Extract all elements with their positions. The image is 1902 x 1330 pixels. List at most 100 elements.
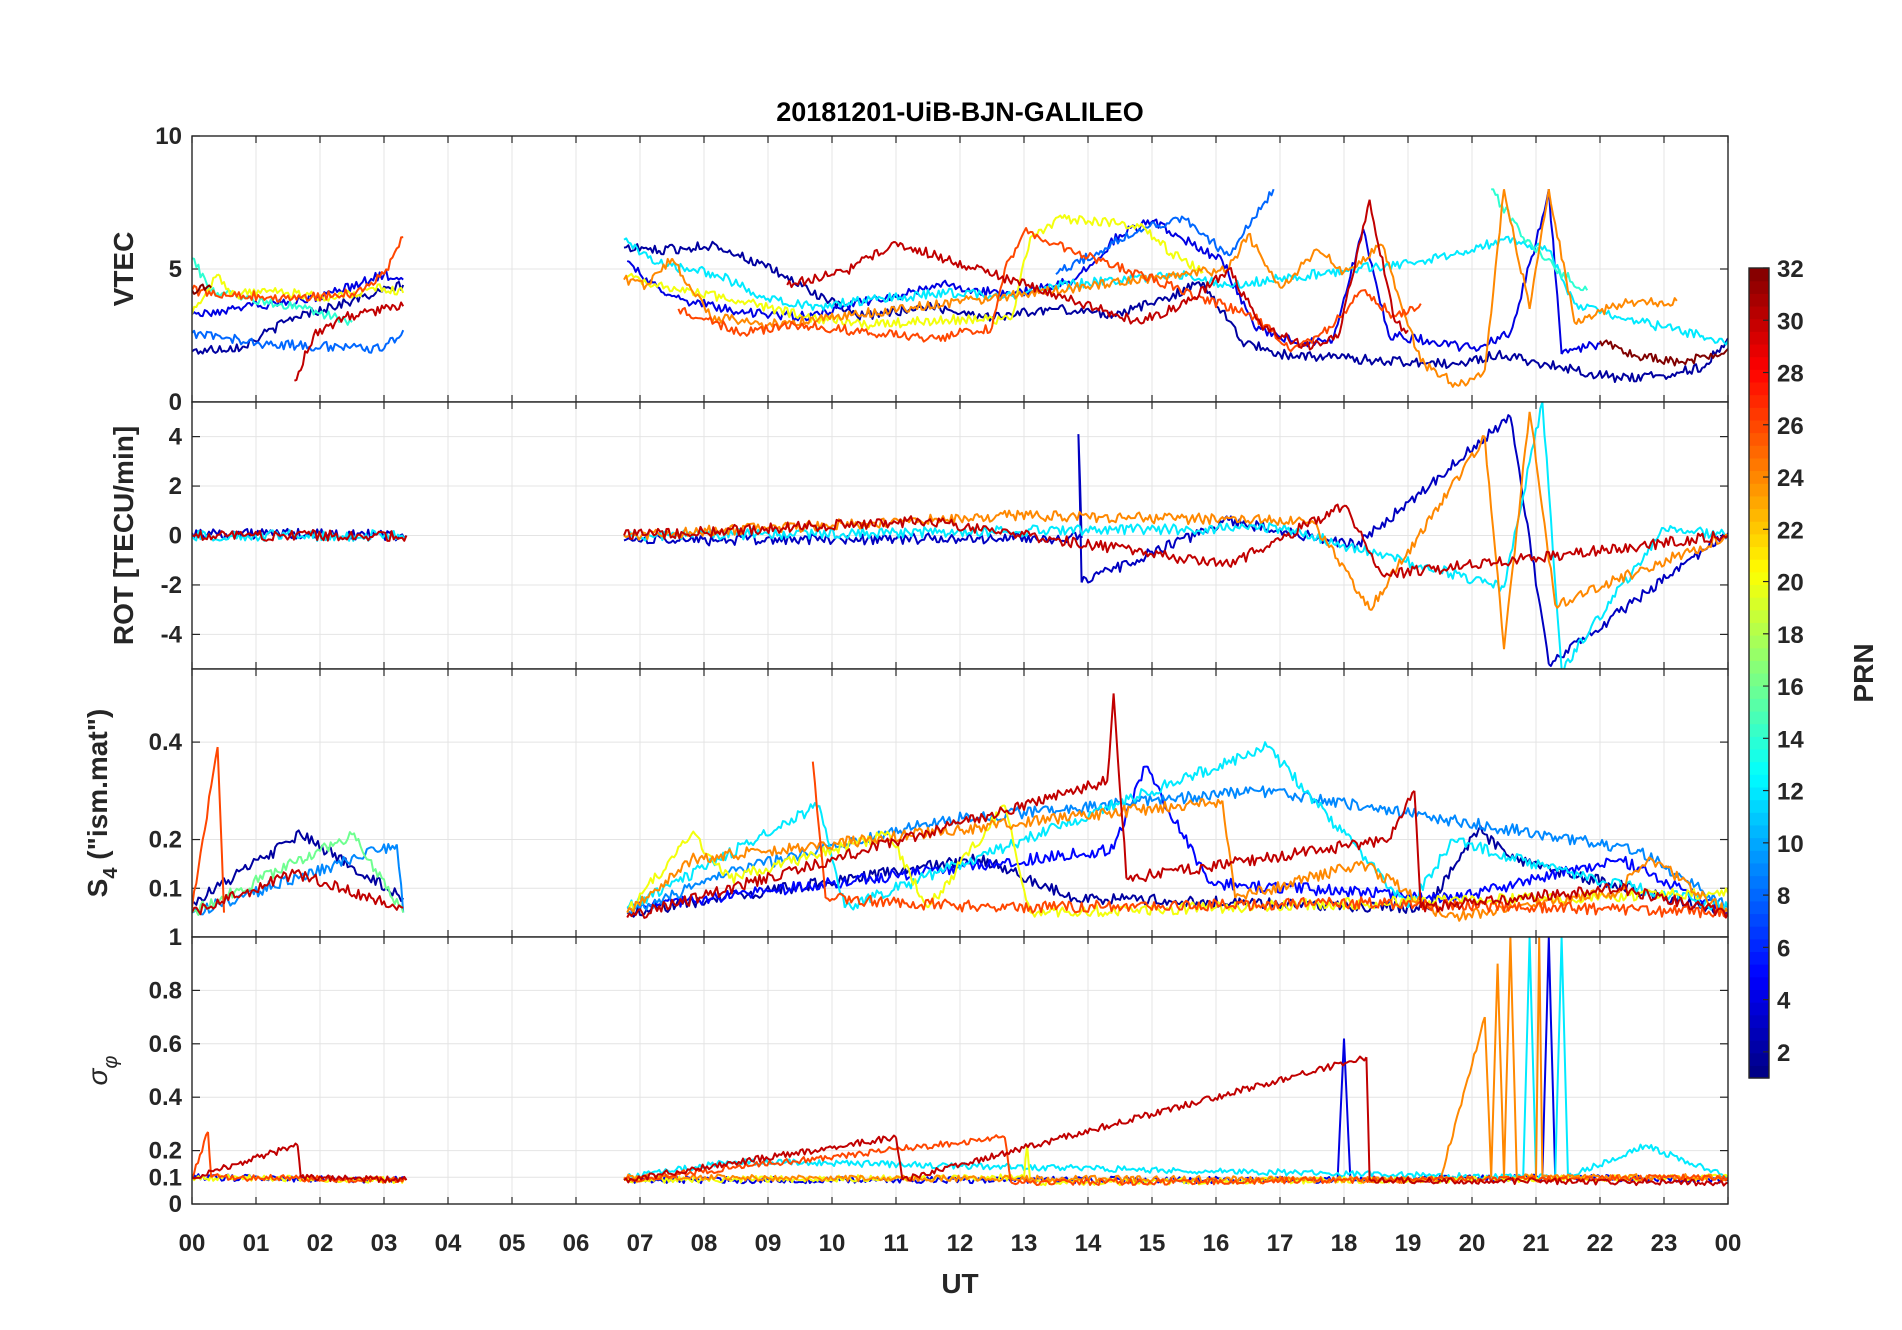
- series-prn-12: [192, 402, 1728, 669]
- panel-rot: -4 -2 0 2 4 ROT [TECU/min]: [108, 401, 1729, 670]
- y-tick-label: 4: [169, 424, 183, 451]
- colorbar-cell: [1749, 698, 1769, 712]
- x-tick-label: 20: [1459, 1230, 1486, 1257]
- x-tick-label: 01: [243, 1230, 270, 1257]
- colorbar-cell: [1749, 318, 1769, 332]
- colorbar-cell: [1749, 369, 1769, 383]
- colorbar-tick-label: 2: [1777, 1040, 1790, 1067]
- colorbar-cell: [1749, 305, 1769, 320]
- colorbar-cell: [1749, 913, 1769, 927]
- colorbar-tick-label: 22: [1777, 517, 1804, 544]
- colorbar-tick-label: 10: [1777, 831, 1804, 858]
- colorbar-cell: [1749, 647, 1769, 661]
- colorbar-cell: [1749, 964, 1769, 978]
- x-tick-label: 17: [1267, 1230, 1294, 1257]
- series-prn-24: [623, 937, 1728, 1184]
- x-tick-label: 05: [499, 1230, 526, 1257]
- series-prn-26: [192, 227, 1422, 353]
- colorbar-cell: [1749, 1027, 1769, 1041]
- colorbar-tick-label: 18: [1777, 622, 1804, 649]
- colorbar-cell: [1749, 635, 1769, 649]
- x-tick-label: 03: [371, 1230, 398, 1257]
- x-tick-label: 23: [1651, 1230, 1678, 1257]
- chart-title: 20181201-UiB-BJN-GALILEO: [776, 97, 1144, 127]
- x-tick-label: 00: [179, 1230, 206, 1257]
- x-tick-label: 08: [691, 1230, 718, 1257]
- colorbar-cell: [1749, 483, 1769, 497]
- y-tick-label: 0.8: [149, 977, 182, 1004]
- y-axis-label: VTEC: [108, 232, 139, 307]
- y-tick-label: 5: [169, 256, 182, 283]
- colorbar-cell: [1749, 761, 1769, 775]
- x-tick-label: 10: [819, 1230, 846, 1257]
- colorbar-cell: [1749, 710, 1769, 725]
- x-tick-label: 09: [755, 1230, 782, 1257]
- y-tick-label: 0.2: [149, 1138, 182, 1165]
- colorbar-cell: [1749, 293, 1769, 307]
- colorbar-cell: [1749, 597, 1769, 611]
- colorbar-cell: [1749, 1040, 1769, 1054]
- series-prn-26: [192, 1131, 1728, 1186]
- colorbar-cell: [1749, 786, 1769, 801]
- series-prn-30: [294, 199, 1409, 382]
- colorbar-tick-label: 24: [1777, 465, 1804, 492]
- series-prn-24: [626, 797, 1728, 922]
- series-prn-24: [623, 411, 1728, 650]
- colorbar-cell: [1749, 343, 1769, 358]
- colorbar-cell: [1749, 799, 1769, 813]
- colorbar-cell: [1749, 900, 1769, 915]
- colorbar-cell: [1749, 457, 1769, 472]
- colorbar-cell: [1749, 356, 1769, 370]
- y-tick-label: 0.4: [149, 1084, 183, 1111]
- colorbar-cell: [1749, 824, 1769, 839]
- colorbar-cell: [1749, 571, 1769, 586]
- colorbar-cell: [1749, 432, 1769, 446]
- colorbar-tick-label: 16: [1777, 674, 1804, 701]
- y-tick-label: 0: [169, 1191, 182, 1218]
- x-axis-label: UT: [941, 1268, 978, 1299]
- colorbar-cell: [1749, 394, 1769, 408]
- y-tick-label: 10: [155, 123, 182, 150]
- x-tick-label: 12: [947, 1230, 974, 1257]
- colorbar-cell: [1749, 407, 1769, 421]
- colorbar-cell: [1749, 723, 1769, 737]
- series-prn-20: [192, 214, 1204, 330]
- series-prn-32: [192, 283, 1728, 367]
- x-tick-label: 19: [1395, 1230, 1422, 1257]
- colorbar-frame: [1748, 267, 1770, 1079]
- series-layer: [192, 402, 1728, 669]
- colorbar-cell: [1749, 622, 1769, 636]
- x-axis: UT 00 01 02 03 04 05 06 07 08 09 10 11 12 13 14 15 16 17 1…: [179, 1230, 1742, 1299]
- colorbar-tick-label: 14: [1777, 726, 1804, 753]
- colorbar-cell: [1749, 837, 1769, 851]
- x-tick-label: 02: [307, 1230, 334, 1257]
- colorbar-cell: [1749, 736, 1769, 750]
- colorbar-cell: [1749, 609, 1769, 623]
- panel-frame: [191, 936, 1729, 1205]
- colorbar-tick-label: 32: [1777, 256, 1804, 283]
- y-axis-label: ROT [TECU/min]: [108, 426, 139, 645]
- x-tick-label: 21: [1523, 1230, 1550, 1257]
- colorbar-cell: [1749, 850, 1769, 864]
- colorbar-cell: [1749, 381, 1769, 396]
- panel-s4: 0.1 0.2 0.4 S4 ("ism.mat"): [82, 668, 1729, 938]
- colorbar-cell: [1749, 419, 1769, 434]
- x-tick-label: 06: [563, 1230, 590, 1257]
- colorbar-cell: [1749, 559, 1769, 573]
- x-tick-label: 13: [1011, 1230, 1038, 1257]
- colorbar-cell: [1749, 1002, 1769, 1016]
- y-axis-label: σφ: [82, 1056, 122, 1086]
- colorbar-cell: [1749, 888, 1769, 902]
- colorbar-tick-label: 4: [1777, 988, 1791, 1015]
- series-prn-12: [623, 235, 1728, 346]
- colorbar-label: PRN: [1848, 643, 1879, 702]
- y-tick-label: -2: [161, 572, 182, 599]
- x-tick-label: 07: [627, 1230, 654, 1257]
- series-prn-30: [192, 693, 1728, 919]
- colorbar-cell: [1749, 938, 1769, 953]
- colorbar-cell: [1749, 862, 1769, 877]
- colorbar-cell: [1749, 521, 1769, 535]
